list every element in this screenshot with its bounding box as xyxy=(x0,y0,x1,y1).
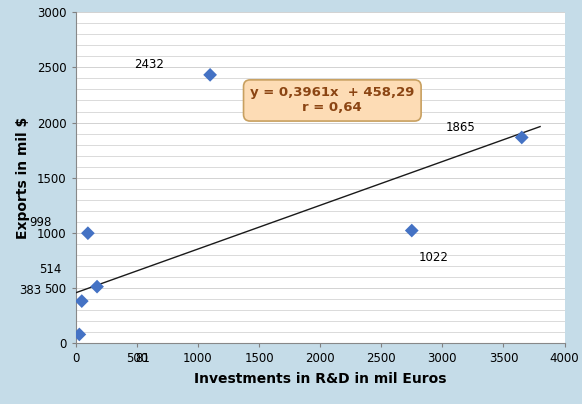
Text: 383: 383 xyxy=(19,284,41,297)
Point xyxy=(83,230,93,236)
Point xyxy=(77,298,86,304)
Y-axis label: Exports in mil $: Exports in mil $ xyxy=(16,117,30,239)
Text: y = 0,3961x  + 458,29
r = 0,64: y = 0,3961x + 458,29 r = 0,64 xyxy=(250,86,414,114)
Text: 2432: 2432 xyxy=(134,58,164,71)
Text: 1022: 1022 xyxy=(418,251,449,264)
Point xyxy=(407,227,417,234)
X-axis label: Investments in R&D in mil Euros: Investments in R&D in mil Euros xyxy=(194,372,446,386)
Point xyxy=(205,72,215,78)
Text: 514: 514 xyxy=(39,263,61,276)
Text: 998: 998 xyxy=(30,216,52,229)
Point xyxy=(74,331,84,338)
Point xyxy=(93,284,102,290)
Text: 81: 81 xyxy=(135,352,150,365)
Text: 1865: 1865 xyxy=(445,120,475,133)
Point xyxy=(517,134,527,141)
